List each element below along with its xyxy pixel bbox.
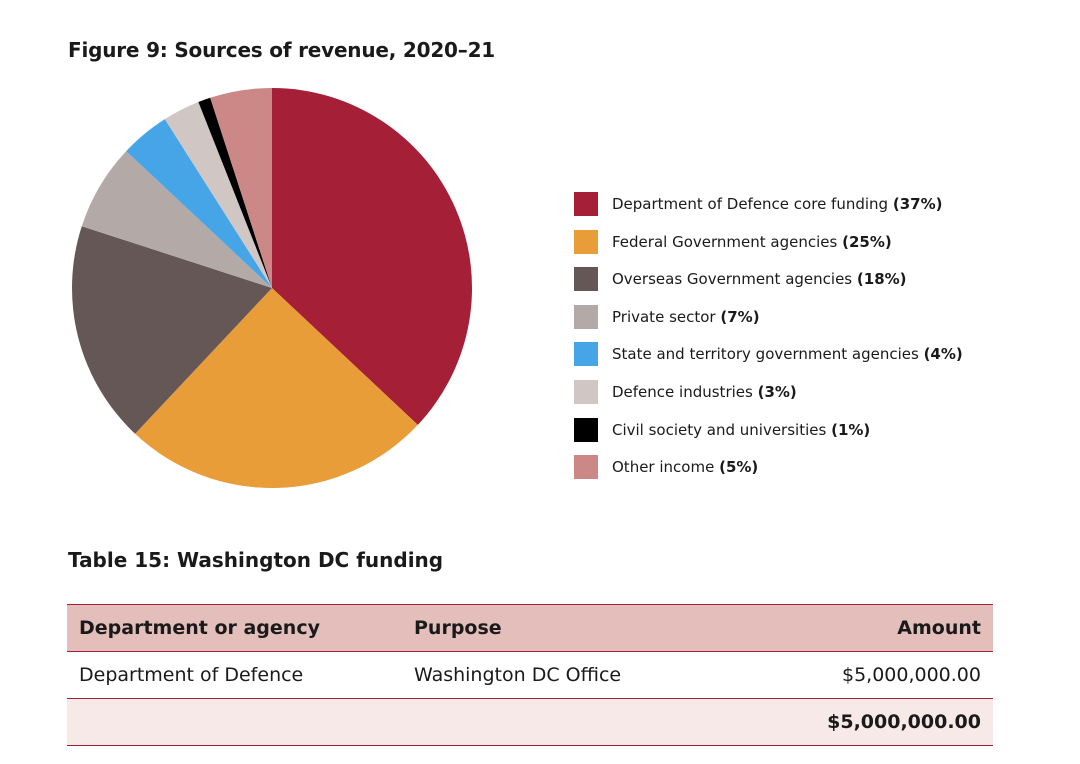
- legend-label: Civil society and universities (1%): [612, 420, 871, 439]
- figure-title: Figure 9: Sources of revenue, 2020–21: [68, 38, 496, 62]
- legend-label: Private sector (7%): [612, 307, 760, 326]
- pie-slice: [272, 88, 472, 425]
- legend-item: Defence industries (3%): [574, 379, 963, 404]
- legend-label: Other income (5%): [612, 458, 759, 477]
- legend-item: Other income (5%): [574, 455, 963, 480]
- legend-swatch: [574, 304, 598, 329]
- table-cell: Washington DC Office: [414, 664, 622, 686]
- pie-slice: [135, 288, 418, 489]
- legend-item: Civil society and universities (1%): [574, 417, 963, 442]
- legend-swatch: [574, 455, 598, 480]
- pie-chart: [72, 88, 472, 489]
- funding-table: Department or agency Purpose Amount Depa…: [67, 604, 993, 746]
- legend-item: Federal Government agencies (25%): [574, 229, 963, 254]
- pie-slice: [126, 119, 273, 288]
- table-cell: Department of Defence: [79, 664, 304, 686]
- pie-slice: [81, 151, 272, 288]
- pie-slice: [164, 102, 272, 288]
- column-header: Amount: [897, 617, 981, 639]
- legend-label: Overseas Government agencies (18%): [612, 270, 907, 289]
- legend-item: Department of Defence core funding (37%): [574, 192, 963, 216]
- table-cell: $5,000,000.00: [841, 664, 981, 686]
- chart-legend: Department of Defence core funding (37%)…: [574, 192, 963, 493]
- table-header-row: Department or agency Purpose Amount: [67, 604, 993, 651]
- legend-item: Private sector (7%): [574, 304, 963, 329]
- pie-slices: [72, 88, 472, 489]
- legend-item: Overseas Government agencies (18%): [574, 267, 963, 292]
- table-total-amount: $5,000,000.00: [827, 711, 981, 733]
- legend-label: Department of Defence core funding (37%): [612, 195, 943, 213]
- table-total-row: $5,000,000.00: [67, 698, 993, 746]
- legend-label: State and territory government agencies …: [612, 345, 963, 364]
- legend-label: Federal Government agencies (25%): [612, 232, 892, 251]
- legend-swatch: [574, 379, 598, 404]
- column-header: Purpose: [414, 617, 502, 639]
- column-header: Department or agency: [79, 617, 320, 639]
- legend-swatch: [574, 192, 598, 216]
- table-row: Department of Defence Washington DC Offi…: [67, 651, 993, 698]
- legend-swatch: [574, 342, 598, 367]
- pie-slice: [198, 97, 272, 288]
- pie-slice: [72, 226, 272, 434]
- legend-swatch: [574, 267, 598, 292]
- table-title: Table 15: Washington DC funding: [68, 548, 444, 572]
- legend-swatch: [574, 229, 598, 254]
- legend-label: Defence industries (3%): [612, 382, 797, 401]
- legend-swatch: [574, 417, 598, 442]
- pie-slice: [210, 88, 272, 288]
- legend-item: State and territory government agencies …: [574, 342, 963, 367]
